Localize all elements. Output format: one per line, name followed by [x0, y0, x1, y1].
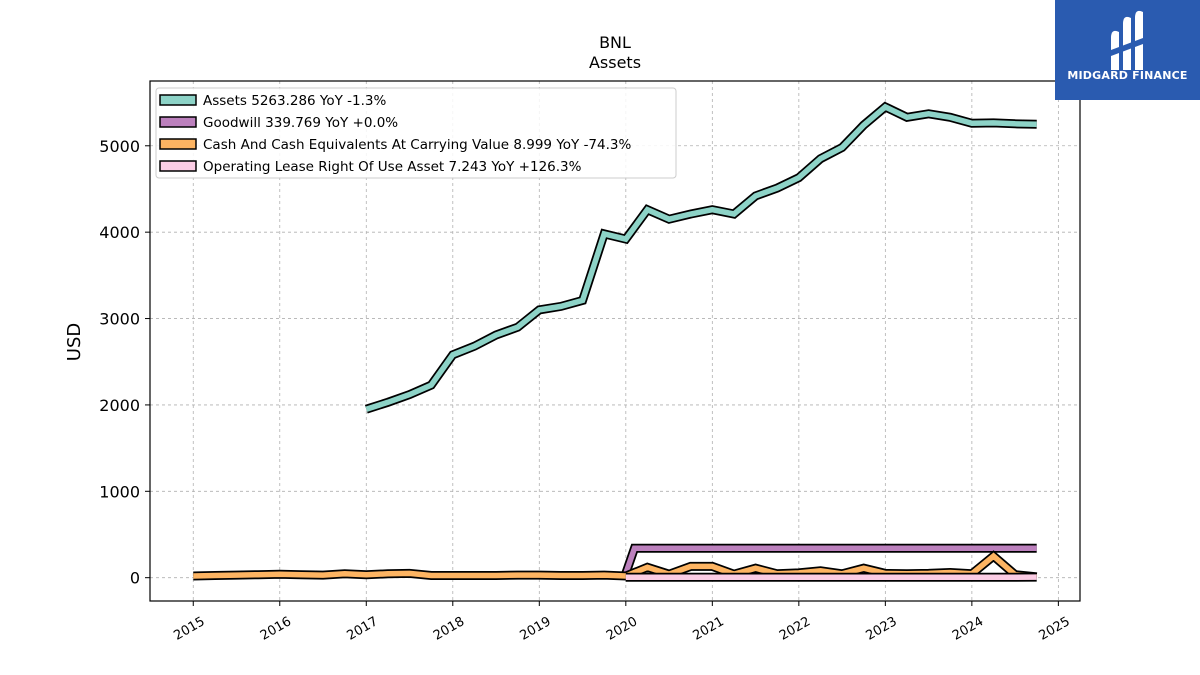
legend-swatch [159, 160, 197, 172]
x-axis-ticks: 2015 2016 2017 2018 2019 2020 2021 2022 2023 2024… [171, 601, 1073, 644]
y-axis-ticks: 0 1000 2000 3000 4000 5000 [99, 137, 150, 588]
x-tick-label: 2022 [777, 614, 813, 644]
legend-swatch [159, 116, 197, 128]
legend-entry-label: Goodwill 339.769 YoY +0.0% [203, 115, 398, 131]
x-tick-label: 2017 [344, 614, 380, 644]
y-tick-label: 3000 [99, 310, 140, 329]
legend-entry-label: Cash And Cash Equivalents At Carrying Va… [203, 137, 631, 153]
legend-box [155, 87, 677, 179]
legend-swatch [159, 138, 197, 150]
x-tick-label: 2018 [431, 614, 467, 644]
axes-frame [149, 80, 1081, 602]
y-tick-label: 1000 [99, 482, 140, 501]
series-lines [193, 101, 1038, 582]
y-tick-label: 4000 [99, 223, 140, 242]
chart-title: BNL [599, 33, 631, 52]
y-tick-label: 0 [130, 569, 140, 588]
chart-subtitle: Assets [589, 53, 641, 72]
x-tick-label: 2024 [950, 614, 986, 644]
x-tick-label: 2016 [258, 614, 294, 644]
x-tick-label: 2025 [1037, 614, 1073, 644]
x-tick-label: 2021 [690, 614, 726, 644]
brand-logo-icon [1111, 10, 1143, 70]
brand-name: MIDGARD FINANCE [1067, 69, 1188, 82]
series-line-1 [623, 545, 1037, 575]
legend-entry-label: Assets 5263.286 YoY -1.3% [203, 93, 387, 109]
brand-logo: MIDGARD FINANCE [1055, 0, 1200, 100]
legend-entry-label: Operating Lease Right Of Use Asset 7.243… [203, 159, 582, 175]
y-tick-label: 2000 [99, 396, 140, 415]
x-tick-label: 2015 [171, 614, 207, 644]
x-tick-label: 2019 [517, 614, 553, 644]
x-tick-label: 2020 [604, 614, 640, 644]
series-line-0 [365, 103, 1037, 412]
x-tick-label: 2023 [864, 614, 900, 644]
y-axis-label: USD [64, 323, 85, 361]
legend: Assets 5263.286 YoY -1.3% Goodwill 339.76… [155, 87, 677, 179]
legend-swatch [159, 94, 197, 106]
y-tick-label: 5000 [99, 137, 140, 156]
